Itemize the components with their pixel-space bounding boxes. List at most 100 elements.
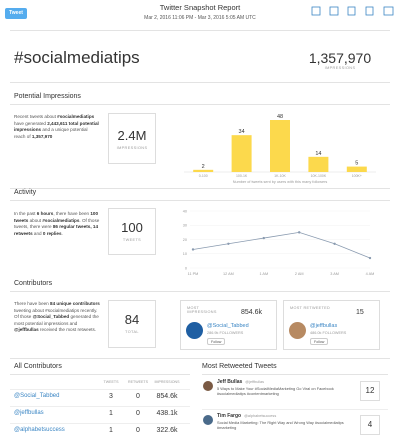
follow-button[interactable]: Follow	[207, 338, 226, 345]
bold-text: 0 replies	[42, 230, 62, 236]
table-cell: 1	[109, 427, 113, 434]
table-cell: 854.6k	[156, 393, 178, 400]
y-tick-label: 40	[183, 209, 187, 213]
text: .	[61, 230, 63, 236]
author-handle[interactable]: @alphabetsuccess	[244, 414, 277, 418]
tweet-author: Jeff Bullas @jeffbullas	[217, 379, 264, 385]
divider	[10, 389, 190, 390]
x-tick-label: 100-1K	[236, 174, 248, 178]
divider	[10, 374, 190, 375]
x-tick-label: 1 AM	[259, 272, 268, 276]
bar-label: 48	[277, 114, 283, 120]
top-contributor-card: MOST RETWEETED 15 @jeffbullas 486.0k FOL…	[283, 300, 380, 350]
table-cell: 0	[136, 410, 140, 417]
top-contributor-card: MOST IMPRESSIONS 854.6k @Social_Tabbed 2…	[180, 300, 277, 350]
divider	[10, 406, 190, 407]
author-name[interactable]: Tim Fargo	[217, 413, 242, 419]
activity-line	[192, 231, 371, 259]
point	[368, 256, 372, 260]
card-value: 854.6k	[241, 309, 263, 316]
stat-value: 2.4M	[117, 128, 147, 143]
divider	[202, 409, 388, 410]
x-tick-label: 100K+	[352, 174, 362, 178]
y-tick-label: 30	[183, 224, 187, 228]
avatar	[186, 322, 203, 339]
bar-label: 34	[239, 129, 245, 135]
column-header: IMPRESSIONS	[154, 380, 180, 384]
stat-box: 84 TOTAL	[108, 300, 156, 348]
card-label: MOST IMPRESSIONS	[187, 306, 217, 314]
text: received the most retweets.	[38, 327, 97, 333]
card-handle[interactable]: @jeffbullas	[310, 323, 338, 329]
toolbar-icons[interactable]	[310, 5, 396, 17]
text: and	[32, 230, 43, 236]
point	[262, 236, 265, 240]
description: In the past 6 hours, there have been 100…	[14, 211, 100, 237]
bar	[193, 169, 214, 172]
follow-button[interactable]: Follow	[310, 338, 329, 345]
text: generated the most potential impressions…	[14, 314, 99, 326]
column-header: TWEETS	[103, 380, 119, 384]
section-heading: Most Retweeted Tweets	[202, 363, 277, 370]
stat-box: 2.4M IMPRESSIONS	[108, 113, 156, 164]
divider	[10, 358, 390, 359]
point	[333, 242, 336, 245]
bold-text: #socialmediatips	[57, 114, 95, 119]
card-label: MOST RETWEETED	[290, 306, 330, 310]
card-handle[interactable]: @Social_Tabbed	[207, 323, 249, 329]
stat-label: TOTAL	[125, 330, 139, 334]
text: In the past	[14, 211, 37, 216]
divider	[10, 423, 190, 424]
x-tick-label: 0-100	[199, 174, 208, 178]
author-handle[interactable]: @jeffbullas	[245, 380, 265, 384]
contributor-handle[interactable]: @alphabetsuccess	[14, 427, 65, 433]
stat-value: 100	[121, 220, 143, 235]
divider	[202, 374, 388, 375]
table-cell: 1	[109, 410, 113, 417]
report-title: Twitter Snapshot Report	[159, 3, 241, 12]
divider	[10, 82, 390, 83]
point	[298, 231, 301, 234]
text: There have been	[14, 301, 51, 306]
divider	[10, 30, 390, 31]
bold-text: @jeffbullas	[14, 327, 39, 333]
x-tick-label: 4 AM	[366, 272, 375, 276]
avatar	[289, 322, 306, 339]
contributor-handle[interactable]: @Social_Tabbed	[14, 393, 60, 399]
table-cell: 3	[109, 393, 113, 400]
description: There have been 84 unique contributors t…	[14, 301, 100, 334]
contributor-handle[interactable]: @jeffbullas	[14, 410, 44, 416]
tweet-author: Tim Fargo @alphabetsuccess	[217, 413, 276, 419]
chart-caption: Number of tweets sent by users with this…	[233, 180, 328, 184]
x-tick-label: 2 AM	[295, 272, 304, 276]
tweet-button[interactable]: Tweet	[5, 8, 27, 19]
bold-text: 100 tweets	[14, 211, 99, 223]
x-tick-label: 12 AM	[223, 272, 234, 276]
text: about	[28, 217, 43, 223]
stat-label: IMPRESSIONS	[116, 146, 148, 150]
card-value: 15	[356, 309, 364, 316]
divider	[10, 200, 390, 201]
avatar	[203, 381, 213, 391]
divider	[10, 291, 390, 292]
text: and a unique potential reach of	[14, 127, 88, 139]
y-tick-label: 0	[185, 266, 187, 270]
text: , there have been	[53, 211, 91, 216]
bar-label: 14	[315, 151, 321, 157]
bold-text: 2,443,611 total potential impressions	[14, 120, 99, 133]
bar	[231, 135, 252, 172]
section-heading: Activity	[14, 189, 37, 196]
column-header: RETWEETS	[128, 380, 148, 384]
author-name[interactable]: Jeff Bullas	[217, 379, 243, 385]
table-cell: 0	[136, 393, 140, 400]
point	[227, 242, 230, 245]
table-cell: 438.1k	[156, 410, 178, 417]
bold-text: #socialmediatips	[42, 217, 80, 223]
table-cell: 322.6k	[156, 427, 178, 434]
section-heading: Potential Impressions	[14, 93, 81, 100]
tweet-text: 5 Ways to Make Your #SocialMediaMarketin…	[217, 386, 334, 396]
impressions-chart: 2 0-100 34 100-1K 48 1K-10K 14 10K-100K 5 100K+ Nu…	[184, 114, 376, 184]
section-heading: Contributors	[14, 280, 53, 287]
avatar	[203, 415, 213, 425]
x-tick-label: 10K-100K	[311, 174, 327, 178]
